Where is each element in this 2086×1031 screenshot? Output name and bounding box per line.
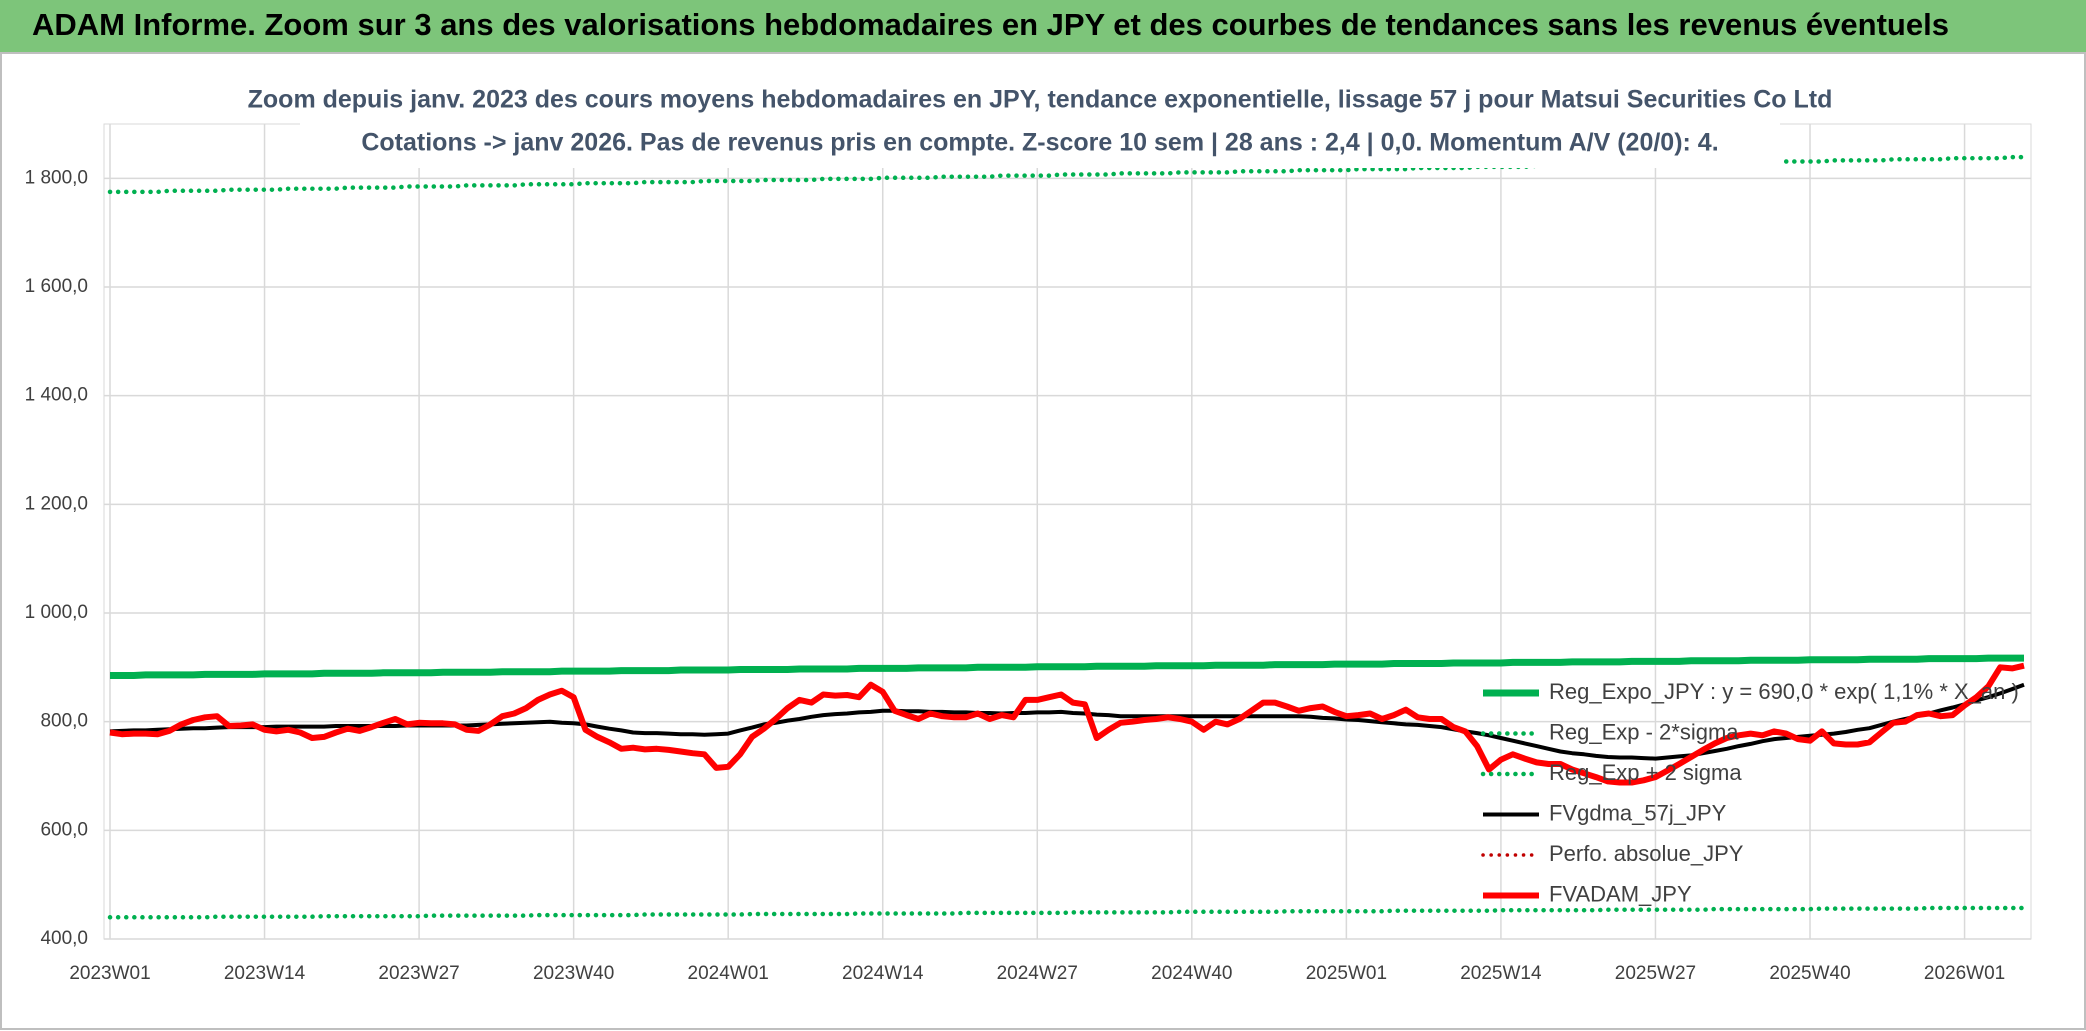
series-line [107, 905, 2027, 920]
legend: Reg_Expo_JPY : y = 690,0 * exp( 1,1% * X… [1480, 679, 2019, 906]
x-tick-label: 2023W27 [378, 963, 459, 984]
chart-title: Zoom depuis janv. 2023 des cours moyens … [248, 86, 1833, 114]
series-line [110, 654, 2024, 679]
y-tick-label: 600,0 [40, 819, 88, 840]
series-line [107, 154, 2027, 195]
x-tick-label: 2024W40 [1151, 963, 1232, 984]
y-tick-label: 1 800,0 [25, 167, 88, 188]
lines [107, 154, 2027, 920]
legend-label: Reg_Exp - 2*sigma [1549, 719, 1739, 744]
y-tick-label: 1 600,0 [25, 276, 88, 297]
x-tick-label: 2025W01 [1306, 963, 1387, 984]
x-tick-label: 2023W14 [224, 963, 306, 984]
axis: 400,0 600,0 800,0 1 000,0 1 200,0 1 400,0 1 60… [25, 167, 2006, 984]
y-tick-label: 1 400,0 [25, 385, 88, 406]
legend-label: FVADAM_JPY [1549, 881, 1692, 906]
legend-label: Perfo. absolue_JPY [1549, 841, 1744, 866]
legend-label: Reg_Expo_JPY : y = 690,0 * exp( 1,1% * X… [1549, 679, 2019, 704]
chart-subtitle: Cotations -> janv 2026. Pas de revenus p… [361, 129, 1718, 157]
y-tick-label: 400,0 [40, 928, 88, 949]
x-tick-label: 2024W14 [842, 963, 924, 984]
x-tick-label: 2025W14 [1460, 963, 1542, 984]
chart-frame [0, 52, 2086, 1030]
x-tick-label: 2024W27 [997, 963, 1078, 984]
y-tick-label: 1 200,0 [25, 493, 88, 514]
series-line [109, 662, 2025, 786]
x-tick-label: 2024W01 [688, 963, 769, 984]
x-tick-label: 2025W40 [1769, 963, 1850, 984]
title-box [300, 80, 1780, 168]
header-bar [0, 0, 2086, 52]
x-tick-label: 2023W01 [69, 963, 150, 984]
x-tick-label: 2025W27 [1615, 963, 1696, 984]
y-tick-label: 1 000,0 [25, 602, 88, 623]
legend-label: FVgdma_57j_JPY [1549, 800, 1727, 825]
plot-area [103, 123, 2032, 940]
x-tick-label: 2026W01 [1924, 963, 2005, 984]
y-tick-label: 800,0 [40, 711, 88, 732]
x-tick-label: 2023W40 [533, 963, 614, 984]
grid [103, 123, 2032, 940]
header-title: ADAM Informe. Zoom sur 3 ans des valoris… [32, 7, 1949, 42]
legend-label: Reg_Exp + 2 sigma [1549, 760, 1742, 785]
